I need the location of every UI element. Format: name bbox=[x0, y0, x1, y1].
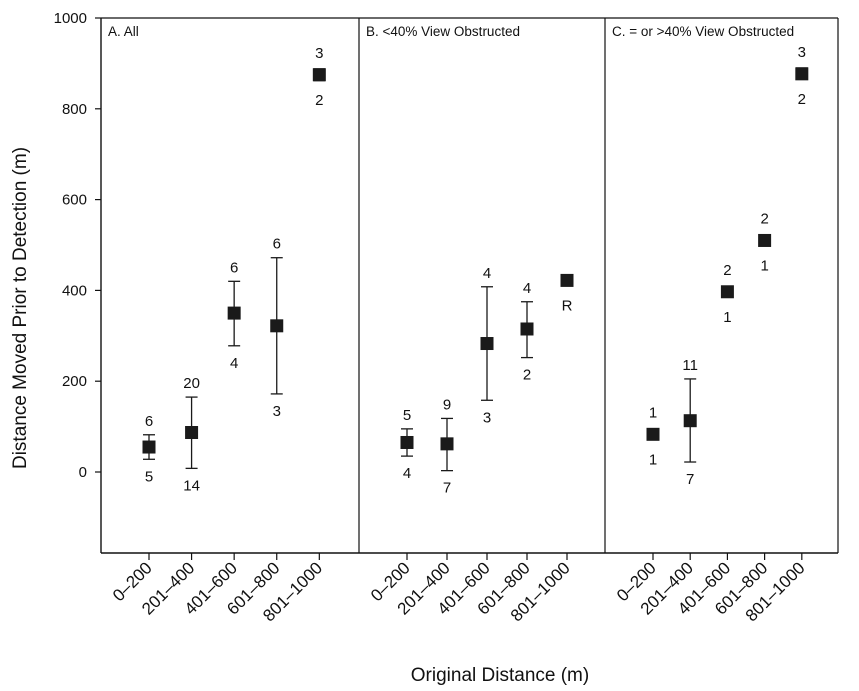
data-point-marker bbox=[185, 426, 199, 440]
y-tick-label-0: 0 bbox=[79, 464, 87, 481]
data-point-group: 65 bbox=[142, 413, 156, 485]
data-point-marker bbox=[400, 435, 414, 449]
data-point-marker bbox=[480, 337, 494, 351]
sample-size-label-below: 1 bbox=[723, 309, 731, 326]
sample-size-label-below: 7 bbox=[443, 480, 451, 497]
y-axis: 0 200 400 600 800 1000 bbox=[54, 10, 101, 481]
data-point-marker bbox=[720, 285, 734, 299]
data-point-marker bbox=[270, 319, 284, 333]
sample-size-label-above: 4 bbox=[483, 265, 491, 282]
y-tick-label-1000: 1000 bbox=[54, 10, 87, 27]
sample-size-label-above: 3 bbox=[798, 44, 806, 61]
sample-size-label-above: 11 bbox=[682, 357, 698, 374]
data-point-marker bbox=[758, 233, 772, 247]
sample-size-label-below: 4 bbox=[403, 465, 411, 482]
data-point-marker bbox=[520, 322, 534, 336]
panel-title-b: B. <40% View Obstructed bbox=[366, 24, 520, 39]
panel-title-c: C. = or >40% View Obstructed bbox=[612, 24, 794, 39]
sample-size-label-below: 1 bbox=[760, 257, 768, 274]
data-point-marker bbox=[795, 67, 809, 81]
sample-size-label-above: 6 bbox=[230, 259, 238, 276]
y-tick-label-600: 600 bbox=[62, 192, 87, 209]
sample-size-label-below: 3 bbox=[273, 403, 281, 420]
data-point-marker bbox=[440, 437, 454, 451]
panel-title-a: A. All bbox=[108, 24, 139, 39]
sample-size-label-above: 1 bbox=[649, 404, 657, 421]
sample-size-label-below: 4 bbox=[230, 355, 238, 372]
sample-size-label-below: 2 bbox=[315, 92, 323, 109]
plot-frame bbox=[100, 17, 839, 554]
data-point-marker bbox=[646, 427, 660, 441]
data-point-group: R bbox=[560, 273, 574, 314]
sample-size-label-above: 6 bbox=[273, 236, 281, 253]
data-point-marker bbox=[560, 273, 574, 287]
sample-size-label-below: 2 bbox=[798, 91, 806, 108]
y-axis-label: Distance Moved Prior to Detection (m) bbox=[10, 147, 31, 469]
data-point-group: 97 bbox=[440, 396, 454, 497]
data-point-marker bbox=[683, 414, 697, 428]
sample-size-label-below: R bbox=[562, 297, 573, 314]
data-point-group: 42 bbox=[520, 280, 534, 384]
sample-size-label-above: 3 bbox=[315, 45, 323, 62]
data-point-group: 21 bbox=[758, 210, 772, 274]
sample-size-label-above: 20 bbox=[183, 375, 200, 392]
sample-size-label-above: 2 bbox=[723, 262, 731, 279]
data-point-marker bbox=[227, 306, 241, 320]
sample-size-label-below: 7 bbox=[686, 471, 694, 488]
data-point-marker bbox=[142, 440, 156, 454]
y-tick-label-200: 200 bbox=[62, 373, 87, 390]
sample-size-label-below: 1 bbox=[649, 451, 657, 468]
x-axis-label: Original Distance (m) bbox=[411, 665, 589, 686]
data-point-group: 32 bbox=[795, 44, 809, 108]
sample-size-label-below: 14 bbox=[183, 477, 200, 494]
data-point-marker bbox=[312, 68, 326, 82]
sample-size-label-above: 5 bbox=[403, 407, 411, 424]
data-point-group: 54 bbox=[400, 407, 414, 482]
data-point-group: 21 bbox=[720, 262, 734, 326]
data-point-group: 43 bbox=[480, 265, 494, 426]
y-tick-label-400: 400 bbox=[62, 282, 87, 299]
sample-size-label-above: 2 bbox=[760, 210, 768, 227]
sample-size-label-below: 3 bbox=[483, 409, 491, 426]
sample-size-label-below: 5 bbox=[145, 468, 153, 485]
data-point-group: 11 7 bbox=[682, 357, 698, 488]
data-point-group: 11 bbox=[646, 404, 660, 468]
sample-size-label-above: 4 bbox=[523, 280, 531, 297]
data-point-group: 64 bbox=[227, 259, 241, 372]
data-point-group: 63 bbox=[270, 236, 284, 420]
data-point-group: 32 bbox=[312, 45, 326, 109]
y-tick-label-800: 800 bbox=[62, 101, 87, 118]
sample-size-label-below: 2 bbox=[523, 367, 531, 384]
sample-size-label-above: 6 bbox=[145, 413, 153, 430]
sample-size-label-above: 9 bbox=[443, 396, 451, 413]
